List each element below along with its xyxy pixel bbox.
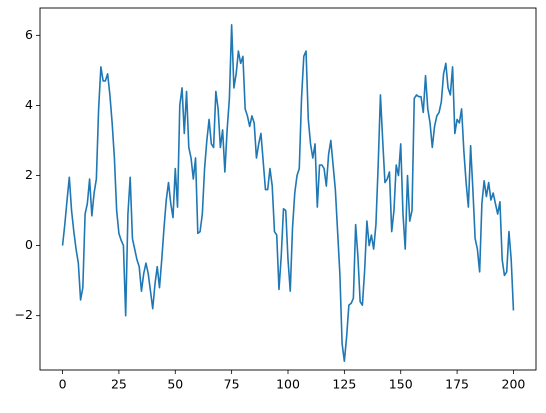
y-tick-label: −2	[15, 307, 33, 322]
axes-frame	[39, 7, 537, 371]
x-tick-label: 75	[224, 377, 240, 392]
x-tick-label: 125	[332, 377, 356, 392]
data-line	[61, 24, 515, 363]
x-tick-label: 0	[59, 377, 67, 392]
y-tick-label: 4	[25, 97, 33, 112]
x-tick-label: 175	[445, 377, 469, 392]
x-tick-label: 200	[502, 377, 526, 392]
x-tick-label: 100	[276, 377, 300, 392]
y-tick-label: 2	[25, 167, 33, 182]
y-tick-label: 0	[25, 237, 33, 252]
x-tick-label: 50	[167, 377, 183, 392]
x-tick-label: 25	[111, 377, 127, 392]
y-tick-label: 6	[25, 27, 33, 42]
x-tick-label: 150	[389, 377, 413, 392]
